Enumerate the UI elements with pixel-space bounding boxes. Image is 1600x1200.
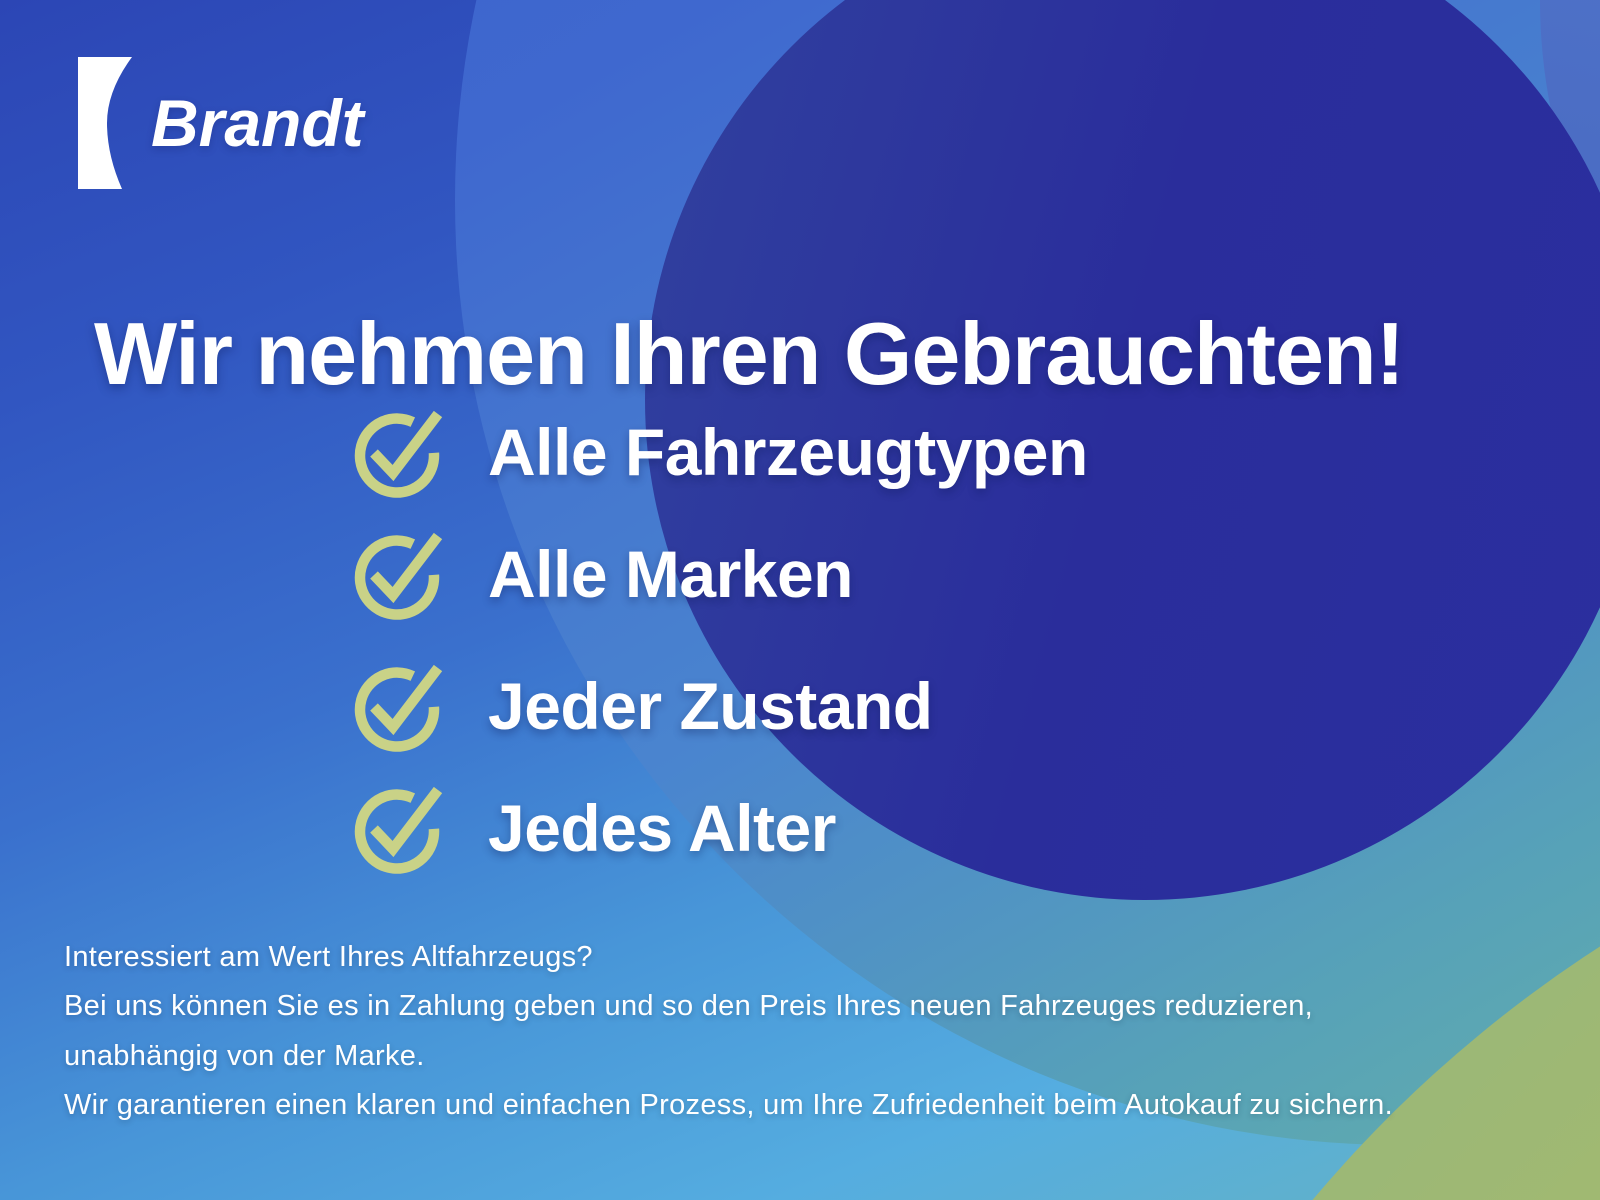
check-circle-icon [354,532,443,620]
brand-mark-icon [78,57,132,189]
footer-line: Wir garantieren einen klaren und einfach… [64,1089,1393,1122]
background-navy-circle [645,0,1600,900]
brand-logo: Brandt [78,57,364,189]
checklist-item-label: Jeder Zustand [488,669,933,743]
checklist-item-label: Alle Marken [488,537,853,611]
check-circle-icon [354,664,443,752]
checklist-item: Alle Marken [352,524,853,624]
footer-line: Bei uns können Sie es in Zahlung geben u… [64,990,1314,1023]
footer-line: Interessiert am Wert Ihres Altfahrzeugs? [64,941,593,973]
check-circle-icon [354,410,443,498]
headline: Wir nehmen Ihren Gebrauchten! [94,303,1405,403]
checklist-item: Alle Fahrzeugtypen [352,402,1088,502]
checklist-item: Jedes Alter [352,778,836,878]
footer-line: unabhängig von der Marke. [64,1039,425,1072]
footer-text: Interessiert am Wert Ihres Altfahrzeugs?… [64,933,1484,1131]
checklist-item: Jeder Zustand [352,656,933,756]
checklist-item-label: Jedes Alter [488,791,836,865]
brand-name: Brandt [151,86,364,160]
check-circle-icon [354,786,443,874]
checklist-item-label: Alle Fahrzeugtypen [488,415,1088,489]
